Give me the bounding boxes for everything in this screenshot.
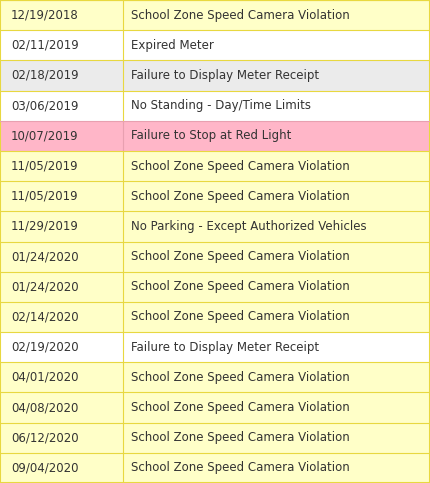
Text: School Zone Speed Camera Violation: School Zone Speed Camera Violation bbox=[131, 401, 350, 414]
Text: 12/19/2018: 12/19/2018 bbox=[11, 9, 79, 22]
Bar bbox=[0, 30, 430, 60]
Text: 06/12/2020: 06/12/2020 bbox=[11, 431, 78, 444]
Bar bbox=[0, 453, 430, 483]
Bar bbox=[0, 151, 430, 181]
Text: School Zone Speed Camera Violation: School Zone Speed Camera Violation bbox=[131, 9, 350, 22]
Text: 11/05/2019: 11/05/2019 bbox=[11, 190, 78, 203]
Text: 03/06/2019: 03/06/2019 bbox=[11, 99, 78, 112]
Text: 04/01/2020: 04/01/2020 bbox=[11, 371, 78, 384]
Bar bbox=[0, 60, 430, 90]
Text: School Zone Speed Camera Violation: School Zone Speed Camera Violation bbox=[131, 190, 350, 203]
Text: School Zone Speed Camera Violation: School Zone Speed Camera Violation bbox=[131, 311, 350, 324]
Bar bbox=[0, 362, 430, 392]
Text: 11/29/2019: 11/29/2019 bbox=[11, 220, 79, 233]
Bar bbox=[0, 242, 430, 271]
Text: No Parking - Except Authorized Vehicles: No Parking - Except Authorized Vehicles bbox=[131, 220, 367, 233]
Bar bbox=[0, 90, 430, 121]
Text: School Zone Speed Camera Violation: School Zone Speed Camera Violation bbox=[131, 280, 350, 293]
Text: 01/24/2020: 01/24/2020 bbox=[11, 280, 78, 293]
Bar bbox=[0, 271, 430, 302]
Text: 09/04/2020: 09/04/2020 bbox=[11, 461, 78, 474]
Text: School Zone Speed Camera Violation: School Zone Speed Camera Violation bbox=[131, 159, 350, 172]
Bar bbox=[0, 332, 430, 362]
Bar bbox=[0, 181, 430, 212]
Text: School Zone Speed Camera Violation: School Zone Speed Camera Violation bbox=[131, 371, 350, 384]
Text: School Zone Speed Camera Violation: School Zone Speed Camera Violation bbox=[131, 461, 350, 474]
Bar bbox=[0, 392, 430, 423]
Text: 01/24/2020: 01/24/2020 bbox=[11, 250, 78, 263]
Bar bbox=[0, 212, 430, 242]
Text: 02/14/2020: 02/14/2020 bbox=[11, 311, 78, 324]
Bar bbox=[0, 302, 430, 332]
Bar bbox=[0, 0, 430, 30]
Text: School Zone Speed Camera Violation: School Zone Speed Camera Violation bbox=[131, 431, 350, 444]
Text: Failure to Stop at Red Light: Failure to Stop at Red Light bbox=[131, 129, 292, 142]
Bar bbox=[0, 423, 430, 453]
Text: 10/07/2019: 10/07/2019 bbox=[11, 129, 78, 142]
Text: 02/11/2019: 02/11/2019 bbox=[11, 39, 79, 52]
Text: 11/05/2019: 11/05/2019 bbox=[11, 159, 78, 172]
Text: Failure to Display Meter Receipt: Failure to Display Meter Receipt bbox=[131, 69, 319, 82]
Text: Failure to Display Meter Receipt: Failure to Display Meter Receipt bbox=[131, 341, 319, 354]
Bar bbox=[0, 121, 430, 151]
Text: 02/19/2020: 02/19/2020 bbox=[11, 341, 78, 354]
Text: Expired Meter: Expired Meter bbox=[131, 39, 214, 52]
Text: School Zone Speed Camera Violation: School Zone Speed Camera Violation bbox=[131, 250, 350, 263]
Text: 02/18/2019: 02/18/2019 bbox=[11, 69, 78, 82]
Text: 04/08/2020: 04/08/2020 bbox=[11, 401, 78, 414]
Text: No Standing - Day/Time Limits: No Standing - Day/Time Limits bbox=[131, 99, 311, 112]
